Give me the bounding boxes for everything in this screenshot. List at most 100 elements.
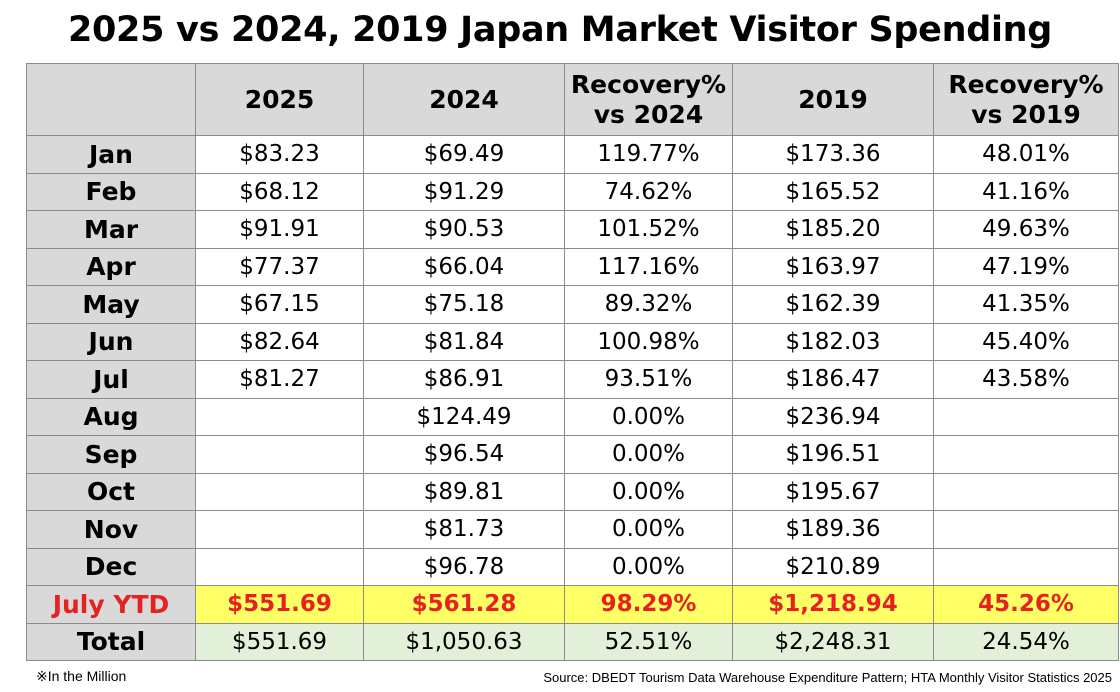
table-row: Aug $124.49 0.00% $236.94: [26, 397, 1119, 436]
row-label: Oct: [26, 472, 196, 511]
table-cell: [933, 472, 1119, 511]
table-cell: $182.03: [732, 322, 934, 361]
chart-title: 2025 vs 2024, 2019 Japan Market Visitor …: [67, 10, 1053, 50]
table-cell: $96.54: [363, 435, 565, 474]
table-cell: $236.94: [732, 397, 934, 436]
table-cell: [195, 435, 364, 474]
table-cell: [933, 547, 1119, 586]
table-cell: $77.37: [195, 247, 364, 286]
table-cell: $96.78: [363, 547, 565, 586]
table-cell: $186.47: [732, 360, 934, 399]
table-cell: [195, 547, 364, 586]
row-label: Apr: [26, 247, 196, 286]
table-cell: 93.51%: [564, 360, 733, 399]
table-cell: $90.53: [363, 210, 565, 249]
column-header: Recovery% vs 2024: [564, 63, 733, 136]
table-body: Jan $83.23 $69.49 119.77% $173.36 48.01% Feb $6…: [26, 135, 1119, 661]
ytd-row: July YTD $551.69 $561.28 98.29% $1,218.94 45.…: [26, 585, 1119, 624]
header-row: 2025 2024 Recovery% vs 2024 2019 Recover…: [26, 63, 1119, 136]
table-cell: $69.49: [363, 135, 565, 174]
row-label: May: [26, 285, 196, 324]
table-cell: $2,248.31: [732, 622, 934, 661]
table-cell: 98.29%: [564, 585, 733, 624]
table-row: Feb $68.12 $91.29 74.62% $165.52 41.16%: [26, 172, 1119, 211]
column-header: Recovery% vs 2019: [933, 63, 1119, 136]
table-cell: $81.84: [363, 322, 565, 361]
unit-note: ※In the Million: [36, 668, 127, 684]
table-cell: 52.51%: [564, 622, 733, 661]
row-label: Nov: [26, 510, 196, 549]
table-cell: $91.29: [363, 172, 565, 211]
row-label: Sep: [26, 435, 196, 474]
table-cell: 43.58%: [933, 360, 1119, 399]
table-row: Sep $96.54 0.00% $196.51: [26, 435, 1119, 474]
table-cell: 119.77%: [564, 135, 733, 174]
table-cell: $195.67: [732, 472, 934, 511]
table-cell: $163.97: [732, 247, 934, 286]
column-header: 2024: [363, 63, 565, 136]
header-corner: [26, 63, 196, 136]
row-label: Dec: [26, 547, 196, 586]
table-cell: [933, 435, 1119, 474]
source-note: Source: DBEDT Tourism Data Warehouse Exp…: [543, 670, 1112, 685]
table-cell: [933, 397, 1119, 436]
table-cell: $173.36: [732, 135, 934, 174]
table-cell: 101.52%: [564, 210, 733, 249]
column-header: 2025: [195, 63, 364, 136]
table-cell: 0.00%: [564, 510, 733, 549]
table-row: Jul $81.27 $86.91 93.51% $186.47 43.58%: [26, 360, 1119, 399]
table-cell: $162.39: [732, 285, 934, 324]
table-row: Oct $89.81 0.00% $195.67: [26, 472, 1119, 511]
table-row: Nov $81.73 0.00% $189.36: [26, 510, 1119, 549]
row-label: July YTD: [26, 585, 196, 624]
table-cell: 47.19%: [933, 247, 1119, 286]
table-cell: $91.91: [195, 210, 364, 249]
table-cell: $210.89: [732, 547, 934, 586]
row-label: Total: [26, 622, 196, 661]
table-cell: $1,050.63: [363, 622, 565, 661]
row-label: Mar: [26, 210, 196, 249]
table-cell: 74.62%: [564, 172, 733, 211]
table-cell: $81.27: [195, 360, 364, 399]
table-cell: [195, 472, 364, 511]
row-label: Jul: [26, 360, 196, 399]
table-cell: 49.63%: [933, 210, 1119, 249]
row-label: Jan: [26, 135, 196, 174]
table-cell: [195, 510, 364, 549]
table-row: Jun $82.64 $81.84 100.98% $182.03 45.40%: [26, 322, 1119, 361]
table-row: Jan $83.23 $69.49 119.77% $173.36 48.01%: [26, 135, 1119, 174]
column-header: 2019: [732, 63, 934, 136]
table-row: May $67.15 $75.18 89.32% $162.39 41.35%: [26, 285, 1119, 324]
table-cell: $196.51: [732, 435, 934, 474]
table-cell: $83.23: [195, 135, 364, 174]
table-cell: $75.18: [363, 285, 565, 324]
table-row: Dec $96.78 0.00% $210.89: [26, 547, 1119, 586]
row-label: Jun: [26, 322, 196, 361]
table-cell: 41.35%: [933, 285, 1119, 324]
row-label: Feb: [26, 172, 196, 211]
table-cell: $165.52: [732, 172, 934, 211]
table-cell: 0.00%: [564, 435, 733, 474]
table-cell: $86.91: [363, 360, 565, 399]
table-cell: $551.69: [195, 585, 364, 624]
table-cell: 24.54%: [933, 622, 1119, 661]
table-cell: $66.04: [363, 247, 565, 286]
table-row: Apr $77.37 $66.04 117.16% $163.97 47.19%: [26, 247, 1119, 286]
row-label: Aug: [26, 397, 196, 436]
table-cell: 45.40%: [933, 322, 1119, 361]
table-cell: $68.12: [195, 172, 364, 211]
table-cell: $561.28: [363, 585, 565, 624]
table-cell: $185.20: [732, 210, 934, 249]
table-cell: 41.16%: [933, 172, 1119, 211]
table-cell: 0.00%: [564, 397, 733, 436]
table-cell: $551.69: [195, 622, 364, 661]
table-cell: [933, 510, 1119, 549]
spending-table: 2025 2024 Recovery% vs 2024 2019 Recover…: [26, 63, 1119, 661]
table-cell: $82.64: [195, 322, 364, 361]
table-cell: $189.36: [732, 510, 934, 549]
table-row: Mar $91.91 $90.53 101.52% $185.20 49.63%: [26, 210, 1119, 249]
table-cell: 0.00%: [564, 547, 733, 586]
total-row: Total $551.69 $1,050.63 52.51% $2,248.31 24.5…: [26, 622, 1119, 661]
table-cell: 48.01%: [933, 135, 1119, 174]
table-cell: 0.00%: [564, 472, 733, 511]
